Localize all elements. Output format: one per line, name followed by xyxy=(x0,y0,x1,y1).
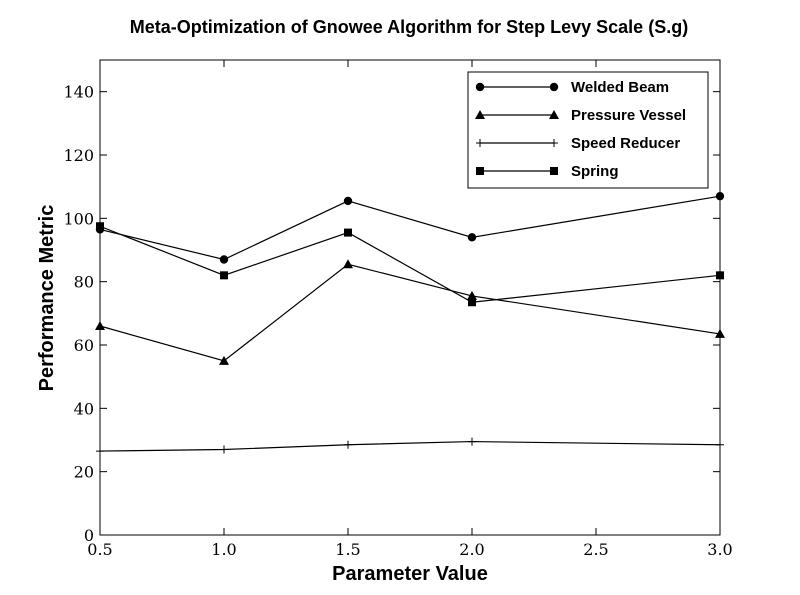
legend-marker-pressure-vessel xyxy=(549,110,559,119)
x-tick-label: 1.0 xyxy=(211,540,236,559)
data-point-spring xyxy=(96,222,104,231)
data-point-spring xyxy=(220,271,228,280)
chart-title: Meta-Optimization of Gnowee Algorithm fo… xyxy=(130,17,688,37)
legend: Welded Beam Pressure Vessel Speed Reducer S… xyxy=(467,71,709,189)
x-axis-label: Parameter Value xyxy=(332,563,488,585)
y-tick-label: 20 xyxy=(74,463,94,482)
legend-label-welded-beam: Welded Beam xyxy=(571,79,669,96)
series-line-speed-reducer xyxy=(99,440,721,452)
data-point-pressure-vessel xyxy=(95,321,105,330)
data-point-speed-reducer xyxy=(96,447,104,456)
legend-marker-welded-beam xyxy=(475,82,485,92)
data-point-speed-reducer xyxy=(220,445,228,454)
data-point-pressure-vessel xyxy=(343,259,353,269)
data-point-pressure-vessel xyxy=(219,355,229,365)
data-point-pressure-vessel xyxy=(467,290,477,300)
data-point-spring xyxy=(468,298,476,307)
legend-label-spring: Spring xyxy=(571,163,619,180)
data-point-speed-reducer xyxy=(468,437,476,446)
y-tick-label: 0 xyxy=(84,526,94,545)
legend-label-speed-reducer: Speed Reducer xyxy=(571,135,680,152)
x-tick-label: 2.0 xyxy=(459,540,484,559)
data-point-welded-beam xyxy=(467,233,477,242)
y-tick-label: 120 xyxy=(63,146,94,165)
series-line-pressure-vessel xyxy=(99,263,721,362)
legend-marker-speed-reducer xyxy=(550,139,558,147)
series-line-welded-beam xyxy=(99,195,721,261)
data-point-spring xyxy=(716,271,724,280)
data-point-welded-beam xyxy=(343,196,353,206)
data-point-welded-beam xyxy=(219,255,229,264)
y-tick-label: 100 xyxy=(63,209,94,228)
data-point-welded-beam xyxy=(715,191,725,201)
y-tick-label: 40 xyxy=(74,399,94,418)
series-line-spring xyxy=(99,225,721,303)
legend-marker-spring xyxy=(550,167,558,175)
data-point-speed-reducer xyxy=(716,440,724,449)
legend-label-pressure-vessel: Pressure Vessel xyxy=(571,107,686,124)
data-point-spring xyxy=(344,228,352,237)
data-point-pressure-vessel xyxy=(715,328,725,338)
legend-box xyxy=(467,71,709,189)
y-tick-label: 140 xyxy=(63,83,94,102)
x-tick-label: 0.5 xyxy=(87,540,112,559)
legend-marker-spring xyxy=(476,167,484,175)
x-tick-label: 1.5 xyxy=(335,540,360,559)
y-tick-label: 80 xyxy=(74,273,94,292)
y-axis-label: Performance Metric xyxy=(36,205,58,392)
plot-area: 0 20 40 60 80 100 120 140 0.5 1.0 1.5 2.0 2.5 3.0 xyxy=(63,59,733,559)
x-tick-label: 3.0 xyxy=(707,540,732,559)
data-point-speed-reducer xyxy=(344,440,352,449)
legend-marker-welded-beam xyxy=(549,82,559,92)
y-tick-label: 60 xyxy=(74,336,94,355)
plot-frame xyxy=(99,59,721,536)
x-tick-label: 2.5 xyxy=(583,540,608,559)
legend-marker-speed-reducer xyxy=(476,139,484,147)
legend-marker-pressure-vessel xyxy=(475,110,485,119)
